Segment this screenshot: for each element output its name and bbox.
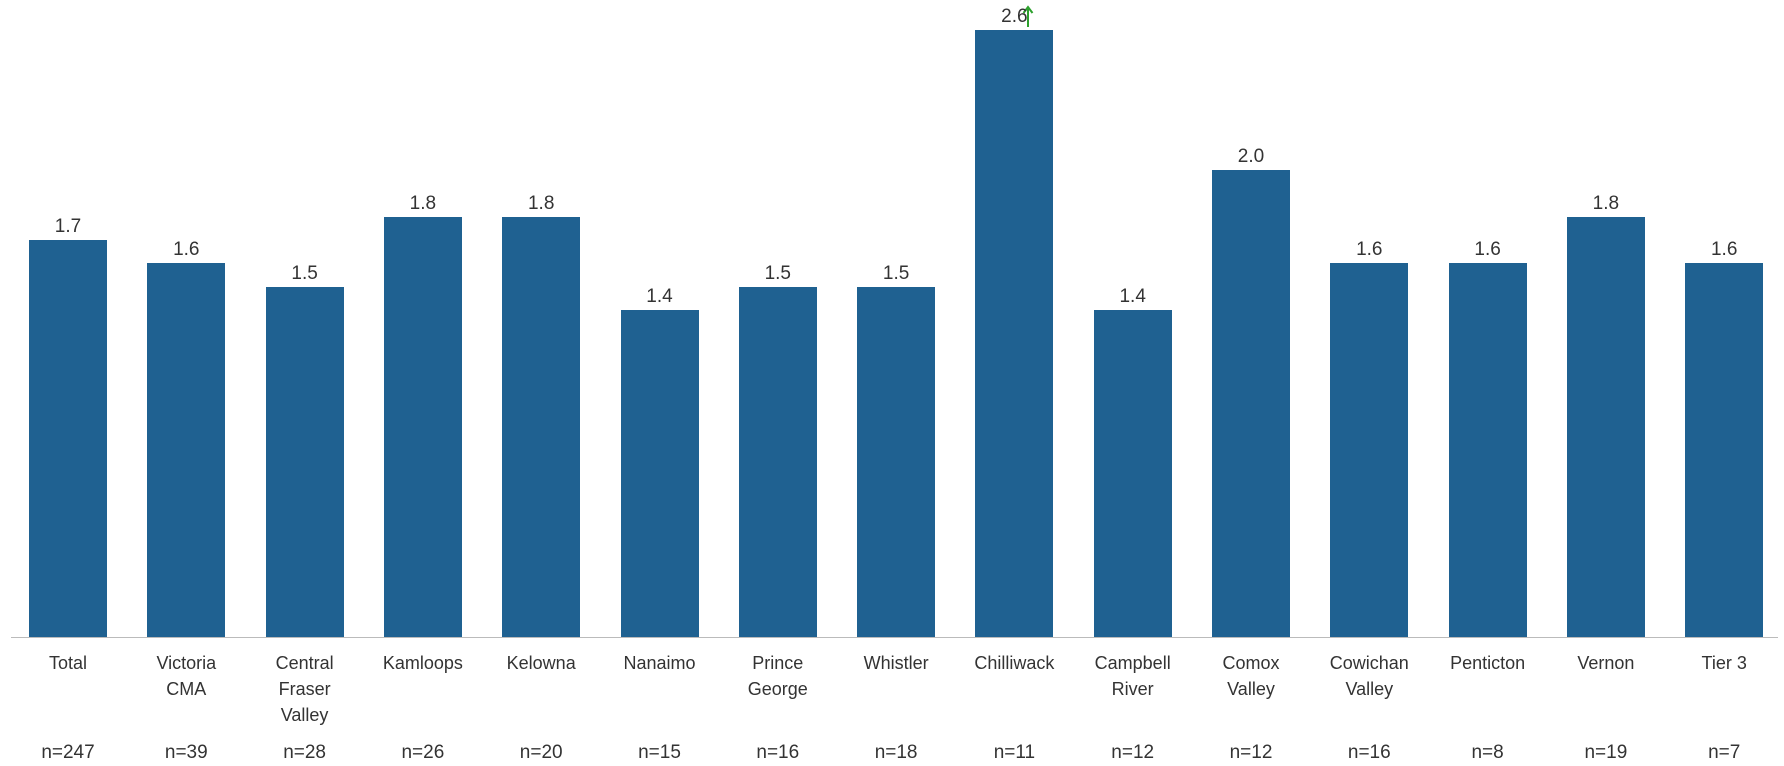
sample-size-label: n=8 (1471, 742, 1504, 763)
bar (1448, 263, 1527, 637)
x-tick-label: Vernon (1577, 653, 1635, 673)
x-tick-label: Prince George (747, 653, 808, 699)
value-label: 1.5 (882, 262, 910, 284)
sample-size-label: n=20 (519, 742, 563, 763)
sample-size-label: n=18 (874, 742, 918, 763)
bar (265, 286, 344, 637)
value-label: 1.6 (1710, 239, 1738, 261)
sample-size-label: n=28 (283, 742, 326, 763)
sample-size-label: n=16 (1347, 742, 1391, 763)
bar (147, 263, 226, 637)
x-tick-label: Kelowna (506, 653, 576, 673)
bar (29, 240, 107, 637)
x-tick-label: Kamloops (382, 653, 463, 673)
value-label: 1.7 (54, 216, 82, 238)
bar (1330, 263, 1409, 637)
sample-size-label: n=19 (1584, 742, 1628, 763)
value-label: 1.8 (409, 192, 437, 214)
sample-size-label: n=26 (401, 742, 445, 763)
x-tick-label: Penticton (1450, 653, 1526, 673)
sample-size-label: n=15 (638, 742, 681, 763)
x-tick-label: Chilliwack (974, 653, 1055, 673)
sample-size-label: n=39 (164, 742, 208, 763)
sample-size-label: n=16 (756, 742, 800, 763)
value-label: 1.8 (527, 192, 555, 214)
x-tick-label: Whistler (863, 653, 929, 673)
value-label: 2.6 (1001, 6, 1028, 27)
x-tick-label: Central Fraser Valley (275, 653, 334, 725)
x-tick-label: Campbell River (1094, 653, 1171, 699)
value-label: 1.6 (173, 239, 200, 261)
bar (502, 216, 581, 637)
bar (738, 286, 817, 637)
value-label: 1.6 (1474, 239, 1501, 261)
value-label: 1.6 (1356, 239, 1383, 261)
value-label: 1.4 (1119, 286, 1146, 308)
sample-size-label: n=11 (993, 742, 1036, 763)
value-label: 1.5 (764, 262, 791, 284)
x-tick-label: Nanaimo (623, 653, 696, 673)
x-tick-label: Victoria CMA (156, 653, 217, 699)
bar (1685, 263, 1764, 637)
bar (1566, 216, 1645, 637)
bar (975, 30, 1054, 637)
value-label: 2.0 (1237, 146, 1265, 168)
x-axis-line (11, 637, 1778, 638)
sample-size-label: n=12 (1229, 742, 1273, 763)
x-tick-label: Comox Valley (1222, 653, 1280, 699)
bar (857, 286, 936, 637)
sample-size-label: n=7 (1708, 742, 1741, 763)
bar (1093, 310, 1172, 637)
bar (383, 216, 462, 637)
bar (620, 310, 699, 637)
x-tick-label: Cowichan Valley (1329, 653, 1409, 699)
x-tick-label: Total (48, 653, 88, 673)
value-label: 1.8 (1592, 192, 1620, 214)
bar (1212, 170, 1290, 637)
value-label: 1.5 (291, 262, 318, 284)
increase-arrow (1022, 5, 1034, 27)
sample-size-label: n=247 (41, 742, 95, 763)
sample-size-label: n=12 (1111, 742, 1155, 763)
x-tick-label: Tier 3 (1701, 653, 1747, 673)
value-label: 1.4 (646, 286, 673, 308)
